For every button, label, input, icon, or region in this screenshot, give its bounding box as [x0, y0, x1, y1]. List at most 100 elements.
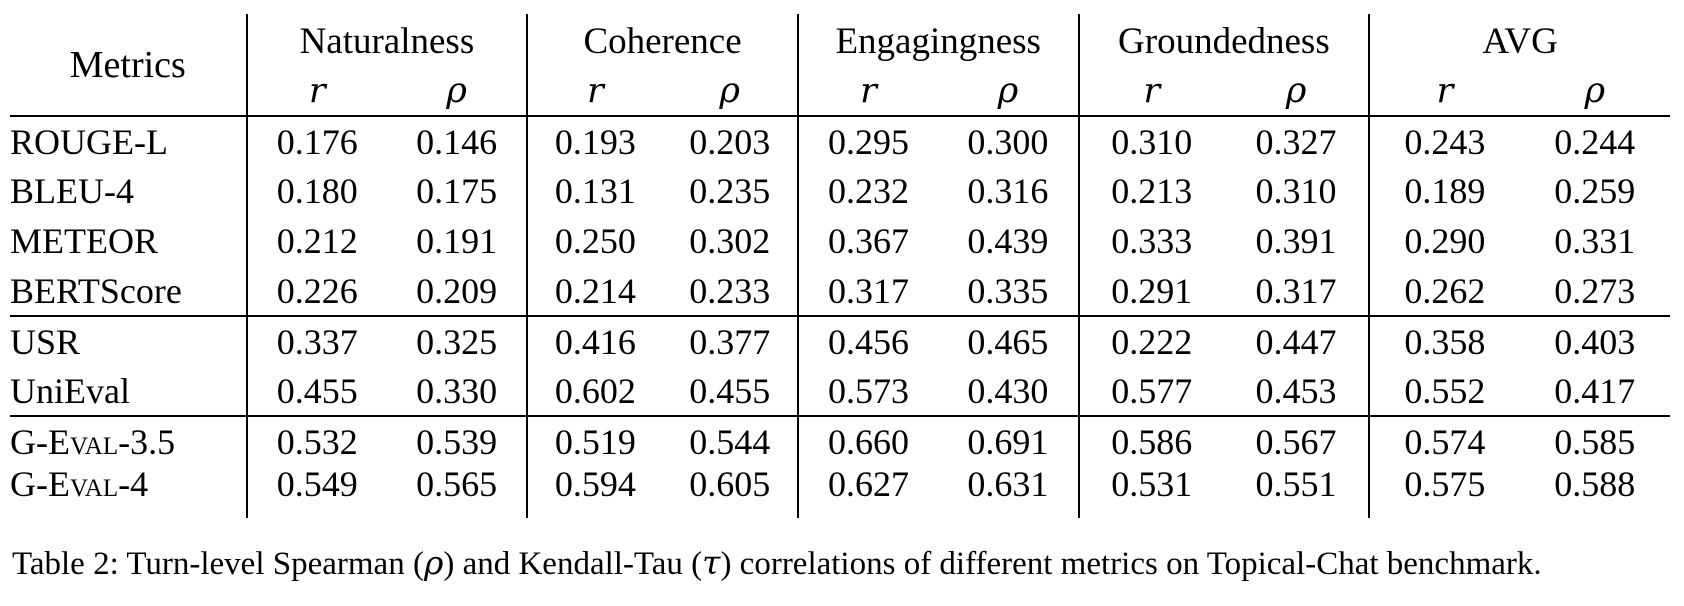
value-cell: 0.456: [796, 315, 939, 366]
value-cell: 0.316: [967, 171, 1049, 211]
value-cell: 0.631: [967, 466, 1049, 504]
value-cell: 0.453: [1255, 370, 1337, 411]
table-row: METEOR 0.212 0.191 0.250 0.302 0.367 0.439 0.33…: [10, 216, 1670, 266]
group-header-avg: AVG: [1368, 14, 1670, 68]
value-cell: 0.193: [526, 116, 663, 166]
value-cell: 0.403: [1519, 315, 1670, 366]
group-header-groundedness: Groundedness: [1077, 14, 1370, 68]
value-cell: 0.337: [245, 315, 387, 366]
subheader-r: r: [526, 68, 663, 117]
group-header-naturalness: Naturalness: [245, 14, 528, 68]
row-label: UniEval: [10, 370, 130, 411]
value-cell: 0.588: [1554, 466, 1636, 504]
value-cell: 0.455: [245, 366, 387, 416]
value-cell: 0.233: [689, 270, 771, 311]
value-cell: 0.455: [689, 370, 771, 411]
value-cell: 0.222: [1077, 315, 1224, 366]
value-cell: 0.243: [1368, 116, 1520, 166]
subheader-r: r: [1368, 68, 1520, 117]
subheader-rho: ρ: [386, 68, 528, 117]
table-header: Metrics Naturalness Coherence Engagingne…: [10, 14, 1670, 117]
value-cell: 0.602: [526, 366, 663, 416]
group-header-coherence: Coherence: [526, 14, 798, 68]
table-row: BLEU-4 0.180 0.175 0.131 0.235 0.232 0.316 0.21…: [10, 166, 1670, 216]
row-label: USR: [10, 315, 247, 366]
value-cell: 0.235: [689, 171, 771, 211]
value-cell: 0.574: [1368, 415, 1520, 466]
value-cell: 0.317: [796, 266, 939, 316]
value-cell: 0.416: [526, 315, 663, 366]
subheader-rho: ρ: [662, 68, 798, 117]
value-cell: 0.358: [1368, 315, 1520, 366]
value-cell: 0.575: [1368, 466, 1520, 518]
column-header-metrics: Metrics: [10, 14, 247, 117]
group-header-engagingness: Engagingness: [796, 14, 1079, 68]
value-cell: 0.430: [967, 370, 1049, 411]
table-row: USR 0.337 0.325 0.416 0.377 0.456 0.465 0.222 0.…: [10, 315, 1670, 366]
value-cell: 0.146: [416, 121, 498, 162]
value-cell: 0.273: [1554, 270, 1636, 311]
row-label: METEOR: [10, 221, 158, 261]
value-cell: 0.203: [689, 121, 771, 162]
value-cell: 0.417: [1554, 370, 1636, 411]
value-cell: 0.262: [1368, 266, 1520, 316]
row-label: G-Eval-3.5: [10, 415, 247, 466]
value-cell: 0.552: [1368, 366, 1520, 416]
value-cell: 0.209: [416, 270, 498, 311]
value-cell: 0.691: [938, 415, 1079, 466]
value-cell: 0.585: [1519, 415, 1670, 466]
caption-text: Table 2: Turn-level Spearman (: [12, 546, 424, 582]
value-cell: 0.325: [386, 315, 528, 366]
value-cell: 0.439: [967, 221, 1049, 261]
subheader-r: r: [796, 68, 939, 117]
value-cell: 0.213: [1077, 166, 1224, 216]
value-cell: 0.180: [245, 166, 387, 216]
value-cell: 0.331: [1554, 221, 1636, 261]
value-cell: 0.259: [1554, 171, 1636, 211]
value-cell: 0.250: [526, 216, 663, 266]
value-cell: 0.465: [938, 315, 1079, 366]
table-row: G-Eval-4 0.549 0.565 0.594 0.605 0.627 0.631 0.…: [10, 466, 1670, 518]
value-cell: 0.447: [1223, 315, 1370, 366]
value-cell: 0.295: [796, 116, 939, 166]
value-cell: 0.544: [662, 415, 798, 466]
value-cell: 0.212: [245, 216, 387, 266]
value-cell: 0.214: [526, 266, 663, 316]
value-cell: 0.232: [796, 166, 939, 216]
value-cell: 0.367: [796, 216, 939, 266]
value-cell: 0.189: [1368, 166, 1520, 216]
value-cell: 0.573: [796, 366, 939, 416]
value-cell: 0.532: [245, 415, 387, 466]
subheader-rho: ρ: [1519, 68, 1670, 117]
table-row: G-Eval-3.5 0.532 0.539 0.519 0.544 0.660 0.691…: [10, 415, 1670, 466]
table-caption: Table 2: Turn-level Spearman (ρ) and Ken…: [10, 542, 1672, 585]
value-cell: 0.226: [245, 266, 387, 316]
value-cell: 0.176: [245, 116, 387, 166]
value-cell: 0.605: [689, 466, 771, 504]
value-cell: 0.191: [416, 221, 498, 261]
header-sub-row: r ρ r ρ r ρ r ρ r ρ: [10, 68, 1670, 117]
subheader-r: r: [1077, 68, 1224, 117]
subheader-r: r: [245, 68, 387, 117]
results-table: Metrics Naturalness Coherence Engagingne…: [10, 14, 1670, 518]
value-cell: 0.335: [967, 270, 1049, 311]
row-label: G-Eval-4: [10, 466, 149, 504]
caption-text: ) correlations of different metrics on T…: [720, 546, 1542, 582]
value-cell: 0.594: [526, 466, 663, 518]
caption-greek-symbol: τ: [702, 543, 721, 582]
value-cell: 0.577: [1077, 366, 1224, 416]
value-cell: 0.539: [386, 415, 528, 466]
value-cell: 0.627: [796, 466, 939, 518]
value-cell: 0.391: [1255, 221, 1337, 261]
row-label: ROUGE-L: [10, 121, 168, 162]
value-cell: 0.519: [526, 415, 663, 466]
row-group-ngram: ROUGE-L 0.176 0.146 0.193 0.203 0.295 0.300 0.3…: [10, 116, 1670, 316]
value-cell: 0.549: [245, 466, 387, 518]
value-cell: 0.300: [967, 121, 1049, 162]
value-cell: 0.290: [1368, 216, 1520, 266]
value-cell: 0.131: [526, 166, 663, 216]
value-cell: 0.317: [1255, 270, 1337, 311]
row-group-geval: G-Eval-3.5 0.532 0.539 0.519 0.544 0.660 0.691…: [10, 415, 1670, 518]
value-cell: 0.302: [689, 221, 771, 261]
